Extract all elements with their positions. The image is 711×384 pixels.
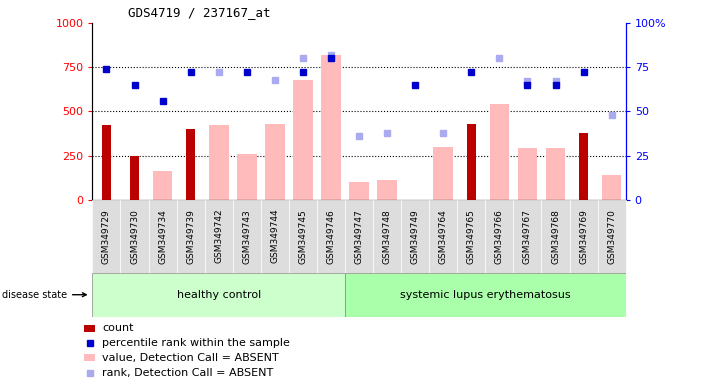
Text: GDS4719 / 237167_at: GDS4719 / 237167_at	[128, 6, 270, 19]
Text: GSM349770: GSM349770	[607, 209, 616, 263]
Bar	[102, 126, 111, 200]
Text: GSM349742: GSM349742	[214, 209, 223, 263]
Bar	[429, 200, 457, 273]
Text: GSM349749: GSM349749	[411, 209, 419, 263]
Bar	[467, 124, 476, 200]
Bar	[261, 200, 289, 273]
Bar	[237, 154, 257, 200]
Bar	[232, 200, 261, 273]
Bar	[289, 200, 317, 273]
Bar	[513, 200, 542, 273]
Text: rank, Detection Call = ABSENT: rank, Detection Call = ABSENT	[102, 368, 274, 378]
Text: GSM349739: GSM349739	[186, 209, 195, 263]
Bar	[345, 200, 373, 273]
Text: GSM349729: GSM349729	[102, 209, 111, 263]
Bar	[321, 55, 341, 200]
Bar	[92, 200, 120, 273]
Bar	[598, 200, 626, 273]
Bar	[149, 200, 176, 273]
Bar	[579, 132, 588, 200]
Text: healthy control: healthy control	[176, 290, 261, 300]
Text: GSM349743: GSM349743	[242, 209, 251, 263]
Bar	[490, 104, 509, 200]
Bar	[317, 200, 345, 273]
Bar	[176, 200, 205, 273]
Text: GSM349765: GSM349765	[467, 209, 476, 263]
Bar	[457, 200, 486, 273]
Text: GSM349746: GSM349746	[326, 209, 336, 263]
Bar	[84, 324, 95, 332]
Text: disease state: disease state	[2, 290, 86, 300]
Bar	[293, 79, 313, 200]
Text: GSM349764: GSM349764	[439, 209, 448, 263]
Text: GSM349767: GSM349767	[523, 209, 532, 263]
Text: GSM349744: GSM349744	[270, 209, 279, 263]
Bar	[84, 354, 95, 361]
Text: percentile rank within the sample: percentile rank within the sample	[102, 338, 290, 348]
Bar	[130, 156, 139, 200]
Bar	[378, 180, 397, 200]
Bar	[570, 200, 598, 273]
Text: GSM349747: GSM349747	[355, 209, 363, 263]
Text: GSM349766: GSM349766	[495, 209, 504, 263]
Bar	[518, 149, 538, 200]
Bar	[401, 200, 429, 273]
Text: count: count	[102, 323, 134, 333]
Bar	[209, 126, 228, 200]
Bar	[602, 175, 621, 200]
Text: GSM349768: GSM349768	[551, 209, 560, 263]
Text: GSM349769: GSM349769	[579, 209, 588, 263]
Bar	[265, 124, 284, 200]
Bar	[373, 200, 401, 273]
Bar	[186, 129, 195, 200]
Bar	[546, 149, 565, 200]
Bar	[486, 200, 513, 273]
Text: GSM349734: GSM349734	[158, 209, 167, 263]
Bar	[434, 147, 453, 200]
Bar	[120, 200, 149, 273]
Bar	[205, 200, 232, 273]
Bar	[92, 273, 345, 317]
Text: GSM349745: GSM349745	[299, 209, 307, 263]
Text: systemic lupus erythematosus: systemic lupus erythematosus	[400, 290, 571, 300]
Text: GSM349748: GSM349748	[383, 209, 392, 263]
Bar	[542, 200, 570, 273]
Text: GSM349730: GSM349730	[130, 209, 139, 263]
Bar	[345, 273, 626, 317]
Bar	[349, 182, 369, 200]
Bar	[153, 171, 173, 200]
Text: value, Detection Call = ABSENT: value, Detection Call = ABSENT	[102, 353, 279, 363]
